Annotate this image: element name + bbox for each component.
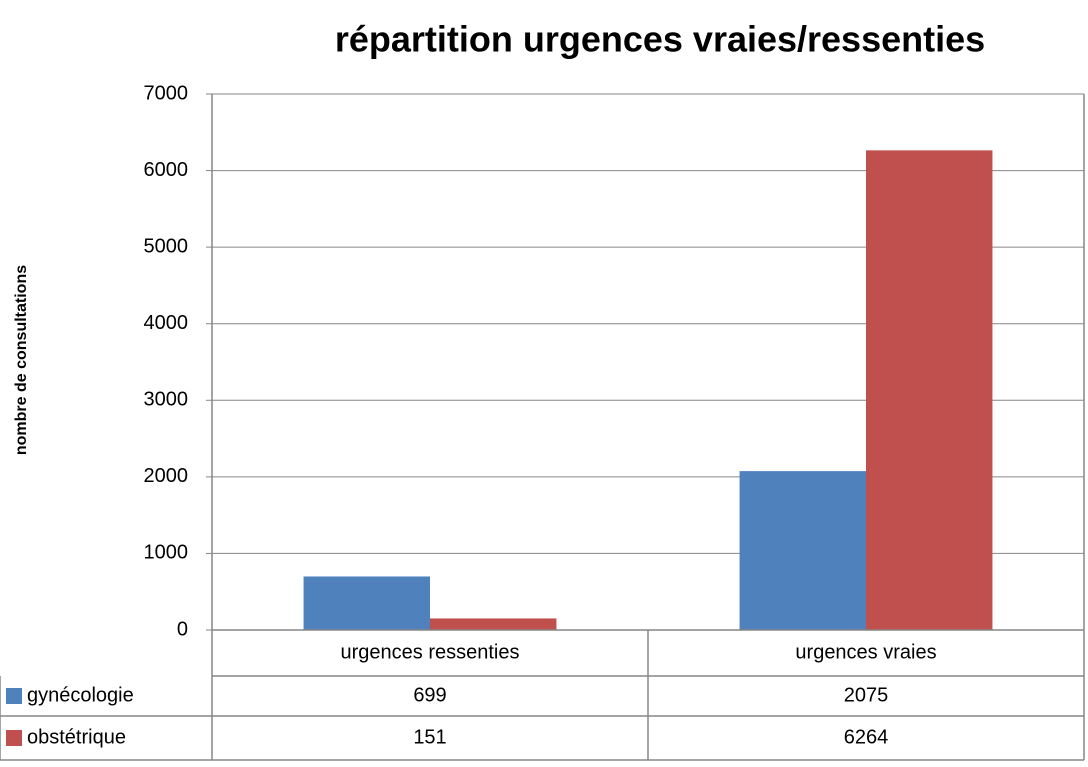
table-value: 699 — [413, 684, 446, 706]
chart-title: répartition urgences vraies/ressenties — [335, 19, 985, 60]
legend-swatch — [6, 730, 22, 746]
y-tick-label: 1000 — [144, 542, 189, 564]
bar — [430, 618, 557, 630]
y-tick-label: 5000 — [144, 235, 189, 257]
bar — [303, 576, 430, 630]
y-tick-label: 2000 — [144, 465, 189, 487]
bar — [739, 471, 866, 630]
table-value: 2075 — [844, 684, 889, 706]
y-tick-label: 6000 — [144, 159, 189, 181]
y-axis-label: nombre de consultations — [13, 265, 30, 455]
y-tick-label: 0 — [177, 618, 188, 640]
y-tick-label: 4000 — [144, 312, 189, 334]
y-tick-label: 7000 — [144, 82, 189, 104]
y-tick-label: 3000 — [144, 389, 189, 411]
bar — [866, 150, 993, 630]
x-tick-label: urgences vraies — [795, 641, 936, 663]
legend-label: obstétrique — [27, 726, 126, 748]
table-value: 6264 — [844, 726, 889, 748]
x-tick-label: urgences ressenties — [341, 641, 520, 663]
table-value: 151 — [413, 726, 446, 748]
legend-swatch — [6, 688, 22, 704]
legend-label: gynécologie — [27, 684, 134, 706]
